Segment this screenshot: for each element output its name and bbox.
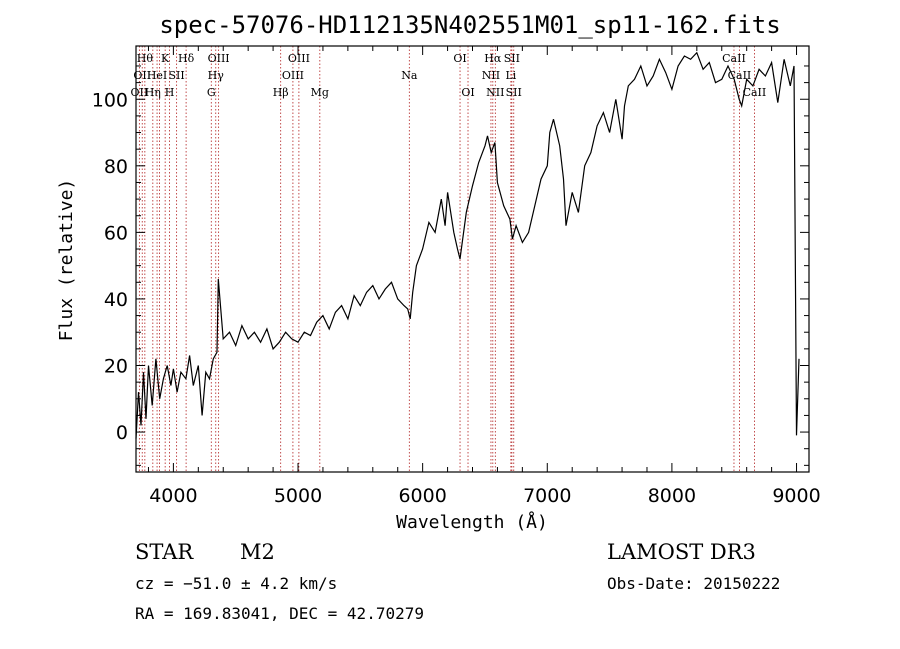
line-label: Hδ [178,52,195,65]
line-label: NII [482,69,500,82]
chart-title: spec-57076-HD112135N402551M01_sp11-162.f… [159,11,780,39]
line-label: OIII [208,52,230,65]
spectral-line-labels: OII OII Hθ Hη HeI K H SII Hδ G Hγ OIII Hβ OIII OIII Mg N… [131,52,767,99]
line-label: CaII [743,86,767,99]
x-axis-ticks: 4000 5000 6000 7000 8000 9000 [147,46,821,507]
line-label: OIII [288,52,310,65]
plot-frame [135,45,810,473]
line-label: G [207,86,216,99]
survey-name: LAMOST DR3 [607,540,756,564]
object-subclass: M2 [240,540,275,564]
y-tick-label: 100 [92,89,128,111]
y-axis-ticks: 0 20 40 60 80 100 [92,65,809,466]
line-label: Mg [311,86,329,99]
y-tick-label: 80 [104,156,128,178]
line-label: OIII [282,69,304,82]
line-label: OI [461,86,474,99]
line-label: NII [486,86,504,99]
x-tick-label: 4000 [149,485,197,507]
spectrum-series-line [135,51,800,439]
line-label: Hη [145,86,161,99]
line-label: SII [169,69,185,82]
x-tick-label: 5000 [274,485,322,507]
line-label: H [165,86,175,99]
coordinates: RA = 169.83041, DEC = 42.70279 [135,604,424,623]
x-tick-label: 8000 [648,485,696,507]
x-tick-label: 9000 [772,485,820,507]
observation-date: Obs-Date: 20150222 [607,574,780,593]
line-label: Hγ [208,69,225,82]
y-tick-label: 0 [116,422,128,444]
line-label: OII [131,86,149,99]
line-label: SII [504,52,520,65]
x-axis-label: Wavelength (Å) [396,511,548,533]
y-tick-label: 20 [104,356,128,378]
line-label: SII [506,86,522,99]
line-label: Li [505,69,516,82]
line-label: Na [401,69,418,82]
y-axis-label: Flux (relative) [56,179,77,342]
line-label: OI [453,52,466,65]
x-tick-label: 6000 [398,485,446,507]
redshift-velocity: cz = −51.0 ± 4.2 km/s [135,574,337,593]
line-label: Hβ [273,86,289,99]
y-tick-label: 40 [104,289,128,311]
line-label: Hα [484,52,502,65]
spectral-line-markers [138,46,755,472]
object-class: STAR [135,540,194,564]
line-label: HeI [147,69,167,82]
line-label: K [161,52,170,65]
y-tick-label: 60 [104,222,128,244]
line-label: Hθ [137,52,154,65]
line-label: CaII [722,52,746,65]
line-label: OII [133,69,151,82]
x-tick-label: 7000 [523,485,571,507]
